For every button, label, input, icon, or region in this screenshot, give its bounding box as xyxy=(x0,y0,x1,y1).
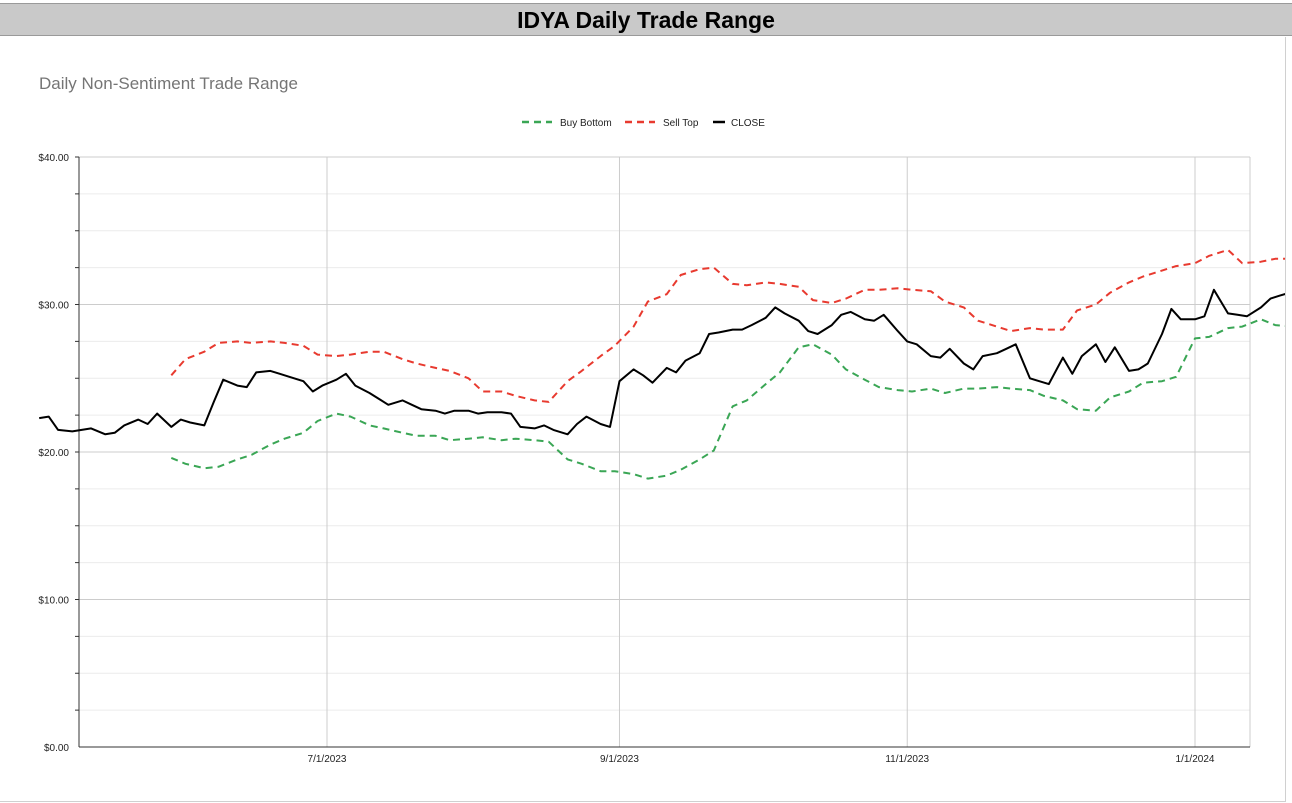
legend-label: CLOSE xyxy=(731,118,765,129)
legend-label: Buy Bottom xyxy=(560,118,612,129)
chart-title: Daily Non-Sentiment Trade Range xyxy=(39,74,298,93)
line-chart: Daily Non-Sentiment Trade Range 7/1/2023 9… xyxy=(38,74,1285,765)
chart-panel[interactable]: Daily Non-Sentiment Trade Range 7/1/2023 9… xyxy=(0,37,1286,802)
y-tick-label: $20.00 xyxy=(38,448,69,459)
sheet-title-bar: IDYA Daily Trade Range xyxy=(0,3,1292,36)
x-tick-label: 11/1/2023 xyxy=(885,754,929,765)
page-title: IDYA Daily Trade Range xyxy=(517,7,775,33)
y-tick-label: $40.00 xyxy=(38,153,69,164)
legend-label: Sell Top xyxy=(663,118,699,129)
x-tick-label: 9/1/2023 xyxy=(600,754,639,765)
x-tick-label: 7/1/2023 xyxy=(308,754,347,765)
y-tick-label: $10.00 xyxy=(38,596,69,607)
series-line-sell-top xyxy=(170,248,1285,403)
x-tick-label: 1/1/2024 xyxy=(1176,754,1215,765)
y-tick-label: $0.00 xyxy=(44,743,69,754)
series-line-close xyxy=(39,288,1285,436)
y-tick-label: $30.00 xyxy=(38,301,69,312)
